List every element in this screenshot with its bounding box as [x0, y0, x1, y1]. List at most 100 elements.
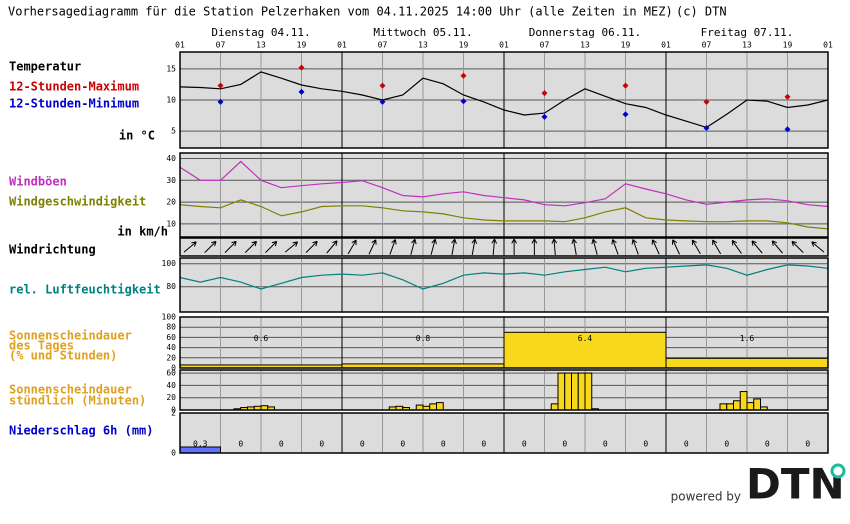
wind-label: Windgeschwindigkeit [9, 195, 146, 209]
extreme-marker [298, 88, 305, 95]
wind-arrow [368, 239, 377, 255]
data-label: 0 [400, 440, 405, 449]
y-tick-label: 80 [166, 282, 176, 291]
data-label: 0 [684, 440, 689, 449]
wind-arrow [811, 241, 825, 253]
y-tick-label: 80 [166, 323, 176, 332]
wind-arrow [284, 241, 298, 253]
data-label: 0 [562, 440, 567, 449]
wind-arrow [389, 239, 397, 255]
sun-hour-label: Sonnenscheindauer [9, 383, 132, 397]
wind-arrow [471, 238, 478, 255]
data-label: 0 [238, 440, 243, 449]
wind-arrow [651, 239, 660, 255]
bar [436, 402, 444, 411]
wind-arrow [551, 238, 558, 256]
bar [571, 372, 579, 411]
sun-day-label: Sonnenscheindauer [9, 329, 132, 343]
hour-label: 19 [621, 41, 631, 50]
hour-label: 01 [823, 41, 833, 50]
extreme-marker [784, 93, 791, 100]
data-label: 0 [319, 440, 324, 449]
data-label: 0.3 [193, 440, 208, 449]
wind-arrow [326, 240, 338, 254]
extreme-marker [622, 111, 629, 118]
bar [584, 372, 593, 411]
extreme-marker [784, 126, 791, 133]
bar [550, 403, 559, 411]
y-tick-label: 0 [171, 449, 176, 458]
extreme-marker [622, 82, 629, 89]
day-label: Donnerstag 06.11. [529, 26, 642, 39]
sun-hours-label: 0.8 [416, 334, 431, 343]
data-label: 0 [603, 440, 608, 449]
hour-label: 19 [783, 41, 793, 50]
sun-hours-label: 0.6 [254, 334, 269, 343]
wind-arrow [204, 240, 217, 254]
hour-label: 01 [175, 41, 185, 50]
y-tick-label: 10 [166, 219, 176, 228]
series-line [179, 199, 829, 230]
wind-arrow [491, 238, 498, 256]
series-line [179, 71, 829, 129]
extreme-marker [217, 82, 224, 89]
logo-dot [830, 463, 846, 479]
wind-arrow [305, 240, 318, 254]
wind-arrow [183, 241, 197, 253]
bar [665, 357, 829, 369]
copyright: (c) DTN [676, 5, 727, 19]
bar [726, 403, 734, 411]
panel-frame [179, 412, 829, 454]
hour-label: 19 [459, 41, 469, 50]
y-tick-label: 0 [171, 364, 176, 373]
day-label: Mittwoch 05.11. [373, 26, 472, 39]
temp-unit: in °C [119, 129, 155, 143]
data-label: 0 [765, 440, 770, 449]
panel-frame [179, 369, 829, 411]
y-tick-label: 60 [166, 369, 176, 378]
bar [746, 402, 755, 411]
data-label: 0 [279, 440, 284, 449]
extreme-marker [703, 125, 710, 132]
humidity-label: rel. Luftfeuchtigkeit [9, 283, 161, 297]
y-tick-label: 20 [166, 393, 176, 402]
sun-day-label: des Tages [9, 339, 74, 353]
hour-label: 13 [580, 41, 590, 50]
powered-by: powered by [671, 490, 741, 504]
y-tick-label: 40 [166, 343, 176, 352]
panel-frame [179, 257, 829, 313]
extreme-marker [541, 113, 548, 120]
sun-hours-label: 6.4 [578, 334, 593, 343]
wind-arrow [671, 239, 680, 255]
y-tick-label: 2 [171, 409, 176, 418]
hour-label: 13 [418, 41, 428, 50]
hour-label: 01 [661, 41, 671, 50]
panel-frame [179, 316, 829, 369]
wind-arrow [791, 240, 804, 254]
wind-arrow [347, 239, 357, 255]
hour-label: 07 [378, 41, 388, 50]
hour-label: 07 [540, 41, 550, 50]
y-tick-label: 100 [162, 259, 177, 268]
series-line [179, 160, 829, 208]
hour-label: 07 [702, 41, 712, 50]
y-tick-label: 60 [166, 333, 176, 342]
bar [577, 372, 586, 411]
hour-label: 01 [337, 41, 347, 50]
wind-arrow [631, 239, 639, 255]
data-label: 0 [481, 440, 486, 449]
hour-label: 13 [256, 41, 266, 50]
wind-arrow [691, 239, 701, 255]
data-label: 0 [441, 440, 446, 449]
wind-arrow [771, 240, 783, 254]
wind-arrow [224, 240, 237, 254]
direction-label: Windrichtung [9, 243, 96, 257]
page-title: Vorhersagediagramm für die Station Pelze… [8, 5, 673, 19]
sun-hour-label: stündlich (Minuten) [9, 394, 146, 408]
sun-hours-label: 1.6 [740, 334, 755, 343]
panel-frame [179, 51, 829, 149]
y-tick-label: 100 [162, 313, 177, 322]
y-tick-label: 15 [166, 64, 176, 73]
panel-frame [179, 152, 829, 238]
hour-label: 07 [216, 41, 226, 50]
